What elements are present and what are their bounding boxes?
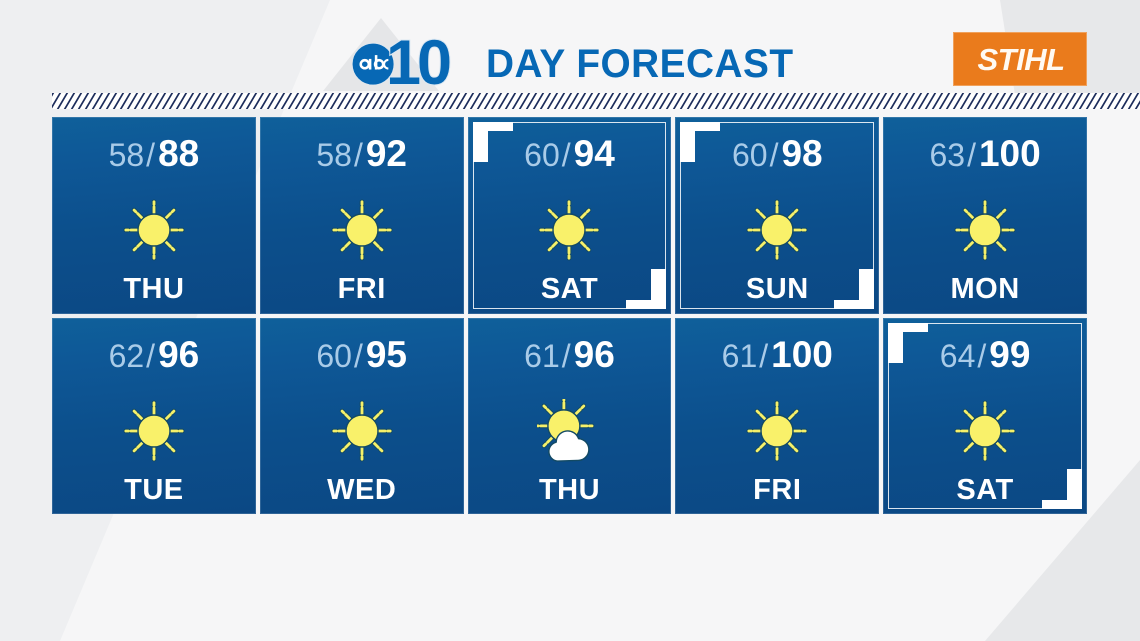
svg-text:10: 10 bbox=[386, 28, 450, 96]
svg-text:STIHL: STIHL bbox=[977, 42, 1064, 77]
svg-text:DAY FORECAST: DAY FORECAST bbox=[486, 42, 794, 87]
